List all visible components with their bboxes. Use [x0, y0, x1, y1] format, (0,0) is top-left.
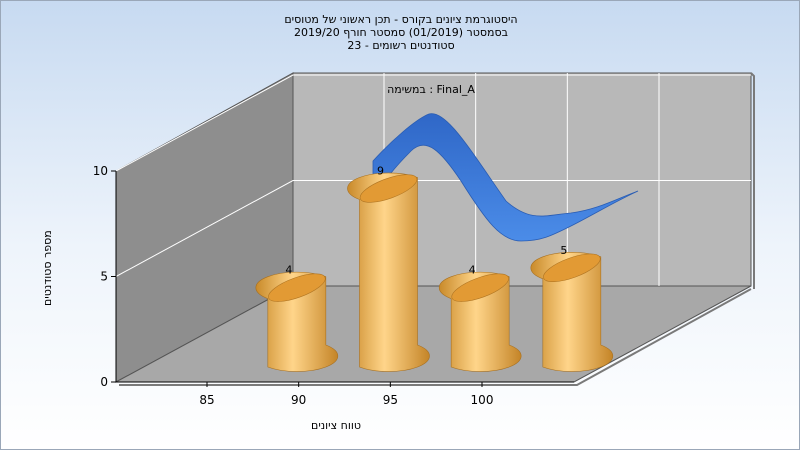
- bar-4: 5: [530, 244, 614, 372]
- bar-3: 4: [438, 264, 522, 372]
- y-tick-label: 5: [100, 270, 108, 284]
- gridline-h: [115, 74, 751, 172]
- gridline-h: [115, 180, 751, 277]
- wall-shadow-right: [750, 72, 755, 289]
- bar-body: [347, 172, 430, 372]
- x-axis-label: טווח ציונים: [311, 419, 361, 432]
- bar-body: [530, 251, 614, 372]
- y-tick-label: 0: [100, 375, 108, 389]
- x-tick-label: 100: [471, 393, 494, 407]
- bar-value-label: 4: [469, 264, 476, 277]
- floor-shadow: [119, 288, 752, 386]
- x-tick-label: 95: [383, 393, 398, 407]
- x-tick-label: 90: [291, 393, 306, 407]
- bar-top: [451, 273, 509, 302]
- bar-top: [359, 174, 418, 203]
- bar-top: [268, 273, 326, 302]
- bar-1: 4: [255, 264, 339, 372]
- bar-2: 9: [347, 164, 430, 372]
- task-annotation: במשימה : Final_A: [387, 83, 475, 96]
- bar-value-label: 4: [285, 264, 292, 277]
- chart-title-line-3: סטודנטים רשומים - 23: [347, 39, 455, 52]
- trend-ribbon: [372, 113, 639, 242]
- bar-value-label: 9: [377, 164, 384, 177]
- y-tick-label: 10: [93, 164, 108, 178]
- bar-top: [543, 253, 601, 282]
- chart-title-line-1: היסטוגרמת ציונים בקורס - תכן ראשוני של מ…: [284, 13, 518, 26]
- x-tick-label: 85: [199, 393, 214, 407]
- y-axis-label: מספר סטודנטים: [41, 230, 54, 306]
- chart-title-line-2: בסמסטר (01/2019) סמסטר חורף 2019/20: [294, 26, 508, 39]
- bars: 4 9 4 5: [255, 164, 614, 372]
- bar-value-label: 5: [560, 244, 567, 257]
